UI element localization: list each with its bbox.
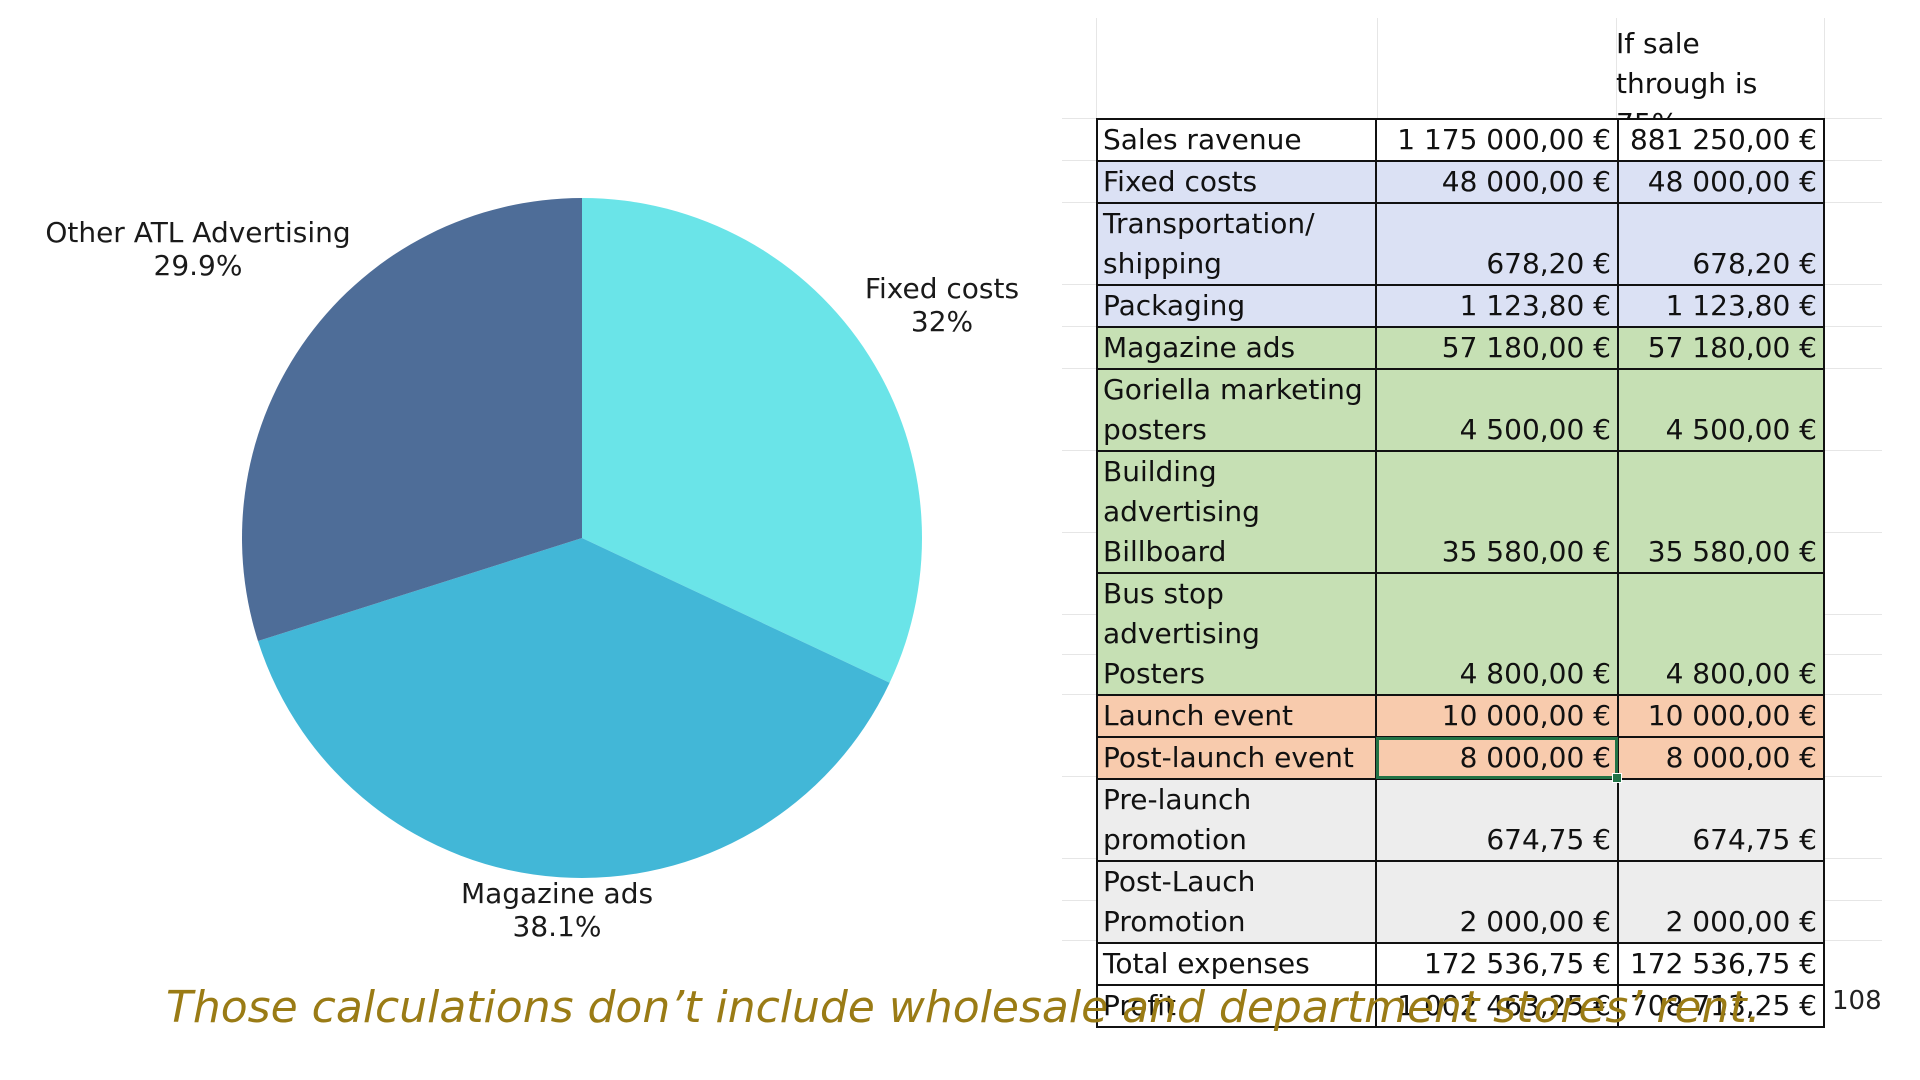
financial-table: Sales ravenue 1 175 000,00 €881 250,00 € F…: [1096, 118, 1825, 1028]
row-value-base[interactable]: 4 500,00 €: [1375, 368, 1619, 452]
pie-label-name: Other ATL Advertising: [45, 216, 350, 249]
row-value-base[interactable]: 1 123,80 €: [1375, 284, 1619, 328]
row-label[interactable]: Post-Lauch Promotion: [1096, 860, 1377, 944]
row-label[interactable]: Pre-launch promotion: [1096, 778, 1377, 862]
row-value-base[interactable]: 10 000,00 €: [1375, 694, 1619, 738]
row-value-base[interactable]: 172 536,75 €: [1375, 942, 1619, 986]
pie-label-name: Fixed costs: [865, 272, 1019, 305]
table-row: Building advertising Billboard 35 580,00 …: [1096, 450, 1825, 574]
table-row: Total expenses 172 536,75 €172 536,75 €: [1096, 942, 1825, 986]
row-value-base[interactable]: 678,20 €: [1375, 202, 1619, 286]
table-row: Sales ravenue 1 175 000,00 €881 250,00 €: [1096, 118, 1825, 162]
pie-slice-other-atl-advertising: [241, 198, 582, 642]
fill-handle[interactable]: [1612, 773, 1622, 783]
table-row: Post-Lauch Promotion 2 000,00 €2 000,00 €: [1096, 860, 1825, 944]
table-row: Pre-launch promotion 674,75 €674,75 €: [1096, 778, 1825, 862]
row-value-75pct[interactable]: 1 123,80 €: [1617, 284, 1825, 328]
row-value-75pct[interactable]: 48 000,00 €: [1617, 160, 1825, 204]
row-value-75pct[interactable]: 4 500,00 €: [1617, 368, 1825, 452]
pie-label-percent: 38.1%: [513, 910, 602, 943]
table-row: Transportation/ shipping 678,20 €678,20 €: [1096, 202, 1825, 286]
pie-label-percent: 32%: [911, 305, 973, 338]
row-label[interactable]: Goriella marketing posters: [1096, 368, 1377, 452]
row-value-75pct[interactable]: 708 713,25 €: [1617, 984, 1825, 1028]
row-label[interactable]: Packaging: [1096, 284, 1377, 328]
row-value-base[interactable]: 674,75 €: [1375, 778, 1619, 862]
row-label[interactable]: Fixed costs: [1096, 160, 1377, 204]
row-label[interactable]: Total expenses: [1096, 942, 1377, 986]
row-label[interactable]: Building advertising Billboard: [1096, 450, 1377, 574]
table-row: Post-launch event 8 000,00 €8 000,00 €: [1096, 736, 1825, 783]
row-label[interactable]: Profit: [1096, 984, 1377, 1028]
row-value-base[interactable]: 35 580,00 €: [1375, 450, 1619, 574]
pie-slice-fixed-costs: [582, 198, 922, 683]
row-value-75pct[interactable]: 35 580,00 €: [1617, 450, 1825, 574]
footnote: Those calculations don’t include wholesa…: [166, 982, 1761, 1033]
table-row: Launch event 10 000,00 €10 000,00 €: [1096, 694, 1825, 738]
table-row: Bus stop advertising Posters 4 800,00 €4 …: [1096, 572, 1825, 696]
row-label[interactable]: Magazine ads: [1096, 326, 1377, 370]
pie-label-percent: 29.9%: [154, 249, 243, 282]
row-value-75pct[interactable]: 2 000,00 €: [1617, 860, 1825, 944]
pie-slice-magazine-ads: [257, 538, 890, 878]
row-label[interactable]: Transportation/ shipping: [1096, 202, 1377, 286]
row-value-75pct[interactable]: 10 000,00 €: [1617, 694, 1825, 738]
row-value-75pct[interactable]: 674,75 €: [1617, 778, 1825, 862]
row-value-75pct[interactable]: 8 000,00 €: [1617, 736, 1825, 780]
row-label[interactable]: Sales ravenue: [1096, 118, 1377, 162]
row-value-base[interactable]: 1 175 000,00 €: [1375, 118, 1619, 162]
row-label[interactable]: Bus stop advertising Posters: [1096, 572, 1377, 696]
row-value-base[interactable]: 4 800,00 €: [1375, 572, 1619, 696]
row-value-base[interactable]: 8 000,00 €: [1375, 736, 1622, 783]
row-value-75pct[interactable]: 881 250,00 €: [1617, 118, 1825, 162]
row-value-base[interactable]: 48 000,00 €: [1375, 160, 1619, 204]
table-row: Goriella marketing posters 4 500,00 €4 50…: [1096, 368, 1825, 452]
row-label[interactable]: Post-launch event: [1096, 736, 1377, 780]
row-value-75pct[interactable]: 57 180,00 €: [1617, 326, 1825, 370]
row-value-base[interactable]: 57 180,00 €: [1375, 326, 1619, 370]
pie-label-name: Magazine ads: [461, 877, 653, 910]
table-row: Profit 1 002 463,25 €708 713,25 €: [1096, 984, 1825, 1028]
table-row: Fixed costs 48 000,00 €48 000,00 €: [1096, 160, 1825, 204]
table-row: Packaging 1 123,80 €1 123,80 €: [1096, 284, 1825, 328]
page-number: 108: [1832, 986, 1882, 1016]
row-value-75pct[interactable]: 4 800,00 €: [1617, 572, 1825, 696]
pie-slices: [241, 198, 922, 878]
table-row: Magazine ads 57 180,00 €57 180,00 €: [1096, 326, 1825, 370]
gridline: [1824, 18, 1825, 958]
row-value-75pct[interactable]: 172 536,75 €: [1617, 942, 1825, 986]
row-value-base[interactable]: 2 000,00 €: [1375, 860, 1619, 944]
row-label[interactable]: Launch event: [1096, 694, 1377, 738]
row-value-75pct[interactable]: 678,20 €: [1617, 202, 1825, 286]
row-value-base[interactable]: 1 002 463,25 €: [1375, 984, 1619, 1028]
